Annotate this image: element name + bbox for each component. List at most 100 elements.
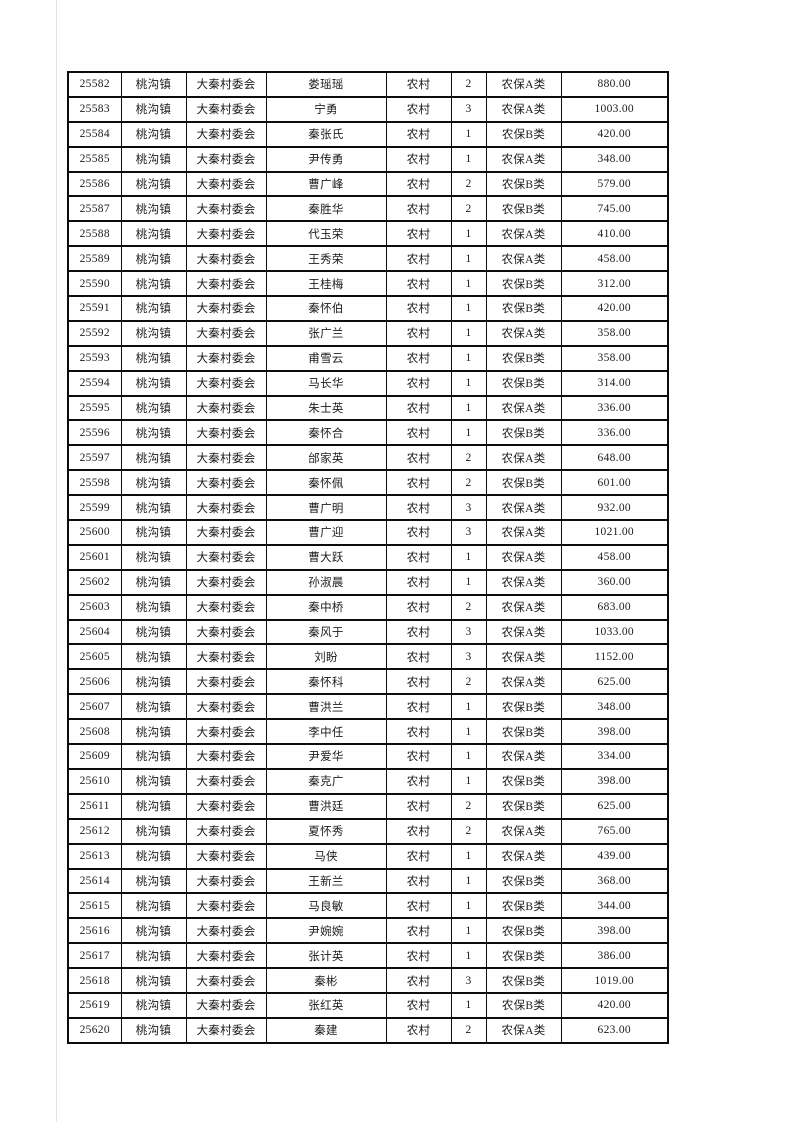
cell-village-committee: 大秦村委会 bbox=[185, 967, 267, 994]
table-row: 25594 桃沟镇 大秦村委会 马长华 农村 1 农保B类 314.00 bbox=[67, 369, 669, 397]
cell-insurance-category: 农保B类 bbox=[485, 892, 562, 920]
cell-record-id: 25598 bbox=[67, 469, 122, 497]
cell-person-name: 秦建 bbox=[265, 1016, 387, 1045]
cell-residence-type: 农村 bbox=[385, 195, 452, 223]
cell-insurance-category: 农保B类 bbox=[485, 917, 562, 945]
cell-village-committee: 大秦村委会 bbox=[185, 743, 267, 770]
cell-person-name: 秦怀科 bbox=[265, 668, 387, 696]
cell-person-name: 甫雪云 bbox=[265, 344, 387, 372]
cell-village-committee: 大秦村委会 bbox=[185, 643, 267, 671]
cell-town: 桃沟镇 bbox=[120, 842, 187, 870]
table-row: 25605 桃沟镇 大秦村委会 刘盼 农村 3 农保A类 1152.00 bbox=[67, 643, 669, 671]
cell-person-count: 2 bbox=[450, 444, 487, 472]
cell-record-id: 25592 bbox=[67, 319, 122, 347]
cell-residence-type: 农村 bbox=[385, 942, 452, 970]
cell-record-id: 25586 bbox=[67, 170, 122, 198]
cell-record-id: 25620 bbox=[67, 1016, 122, 1045]
cell-record-id: 25593 bbox=[67, 344, 122, 372]
cell-town: 桃沟镇 bbox=[120, 394, 187, 422]
cell-person-name: 秦怀伯 bbox=[265, 295, 387, 322]
cell-person-name: 刘盼 bbox=[265, 643, 387, 671]
cell-amount: 398.00 bbox=[560, 917, 669, 945]
cell-town: 桃沟镇 bbox=[120, 469, 187, 497]
cell-insurance-category: 农保B类 bbox=[485, 942, 562, 970]
cell-record-id: 25603 bbox=[67, 593, 122, 621]
cell-residence-type: 农村 bbox=[385, 568, 452, 596]
cell-village-committee: 大秦村委会 bbox=[185, 693, 267, 721]
cell-town: 桃沟镇 bbox=[120, 220, 187, 248]
cell-village-committee: 大秦村委会 bbox=[185, 120, 267, 148]
cell-person-count: 2 bbox=[450, 668, 487, 696]
cell-person-name: 王桂梅 bbox=[265, 270, 387, 298]
cell-record-id: 25591 bbox=[67, 295, 122, 322]
cell-amount: 439.00 bbox=[560, 842, 669, 870]
cell-village-committee: 大秦村委会 bbox=[185, 718, 267, 746]
cell-town: 桃沟镇 bbox=[120, 519, 187, 546]
table-row: 25584 桃沟镇 大秦村委会 秦张氏 农村 1 农保B类 420.00 bbox=[67, 120, 669, 148]
cell-amount: 312.00 bbox=[560, 270, 669, 298]
cell-residence-type: 农村 bbox=[385, 917, 452, 945]
cell-person-name: 尹婉婉 bbox=[265, 917, 387, 945]
table-row: 25600 桃沟镇 大秦村委会 曹广迎 农村 3 农保A类 1021.00 bbox=[67, 519, 669, 546]
cell-town: 桃沟镇 bbox=[120, 95, 187, 123]
cell-record-id: 25583 bbox=[67, 95, 122, 123]
cell-person-name: 曹洪兰 bbox=[265, 693, 387, 721]
cell-amount: 1019.00 bbox=[560, 967, 669, 994]
cell-record-id: 25587 bbox=[67, 195, 122, 223]
cell-person-name: 马良敏 bbox=[265, 892, 387, 920]
cell-person-count: 3 bbox=[450, 494, 487, 522]
cell-residence-type: 农村 bbox=[385, 1016, 452, 1045]
cell-residence-type: 农村 bbox=[385, 519, 452, 546]
cell-village-committee: 大秦村委会 bbox=[185, 344, 267, 372]
cell-person-name: 宁勇 bbox=[265, 95, 387, 123]
cell-record-id: 25596 bbox=[67, 419, 122, 447]
cell-record-id: 25582 bbox=[67, 71, 122, 98]
cell-residence-type: 农村 bbox=[385, 867, 452, 895]
cell-person-count: 1 bbox=[450, 245, 487, 273]
cell-insurance-category: 农保A类 bbox=[485, 568, 562, 596]
table-row: 25582 桃沟镇 大秦村委会 娄瑶瑶 农村 2 农保A类 880.00 bbox=[67, 71, 669, 98]
cell-residence-type: 农村 bbox=[385, 444, 452, 472]
cell-record-id: 25604 bbox=[67, 618, 122, 646]
table-row: 25613 桃沟镇 大秦村委会 马侠 农村 1 农保A类 439.00 bbox=[67, 842, 669, 870]
cell-record-id: 25601 bbox=[67, 543, 122, 571]
cell-record-id: 25618 bbox=[67, 967, 122, 994]
cell-record-id: 25617 bbox=[67, 942, 122, 970]
cell-residence-type: 农村 bbox=[385, 967, 452, 994]
cell-record-id: 25597 bbox=[67, 444, 122, 472]
cell-person-count: 1 bbox=[450, 419, 487, 447]
cell-person-name: 秦怀佩 bbox=[265, 469, 387, 497]
cell-person-name: 孙淑晨 bbox=[265, 568, 387, 596]
cell-amount: 1033.00 bbox=[560, 618, 669, 646]
cell-person-name: 曹广明 bbox=[265, 494, 387, 522]
cell-amount: 420.00 bbox=[560, 991, 669, 1019]
cell-village-committee: 大秦村委会 bbox=[185, 543, 267, 571]
cell-town: 桃沟镇 bbox=[120, 170, 187, 198]
cell-insurance-category: 农保A类 bbox=[485, 394, 562, 422]
cell-record-id: 25584 bbox=[67, 120, 122, 148]
cell-person-count: 3 bbox=[450, 519, 487, 546]
cell-insurance-category: 农保B类 bbox=[485, 792, 562, 820]
cell-amount: 765.00 bbox=[560, 817, 669, 845]
cell-record-id: 25609 bbox=[67, 743, 122, 770]
cell-record-id: 25600 bbox=[67, 519, 122, 546]
cell-person-name: 曹大跃 bbox=[265, 543, 387, 571]
cell-insurance-category: 农保B类 bbox=[485, 195, 562, 223]
cell-residence-type: 农村 bbox=[385, 369, 452, 397]
cell-person-count: 3 bbox=[450, 95, 487, 123]
cell-village-committee: 大秦村委会 bbox=[185, 419, 267, 447]
cell-residence-type: 农村 bbox=[385, 394, 452, 422]
cell-insurance-category: 农保B类 bbox=[485, 967, 562, 994]
cell-amount: 358.00 bbox=[560, 344, 669, 372]
cell-town: 桃沟镇 bbox=[120, 693, 187, 721]
cell-person-name: 秦胜华 bbox=[265, 195, 387, 223]
cell-residence-type: 农村 bbox=[385, 95, 452, 123]
cell-insurance-category: 农保B类 bbox=[485, 344, 562, 372]
table-row: 25619 桃沟镇 大秦村委会 张红英 农村 1 农保B类 420.00 bbox=[67, 991, 669, 1019]
cell-person-count: 1 bbox=[450, 718, 487, 746]
cell-person-name: 秦张氏 bbox=[265, 120, 387, 148]
cell-record-id: 25613 bbox=[67, 842, 122, 870]
cell-person-count: 1 bbox=[450, 394, 487, 422]
table-row: 25590 桃沟镇 大秦村委会 王桂梅 农村 1 农保B类 312.00 bbox=[67, 270, 669, 298]
table-row: 25597 桃沟镇 大秦村委会 邰家英 农村 2 农保A类 648.00 bbox=[67, 444, 669, 472]
